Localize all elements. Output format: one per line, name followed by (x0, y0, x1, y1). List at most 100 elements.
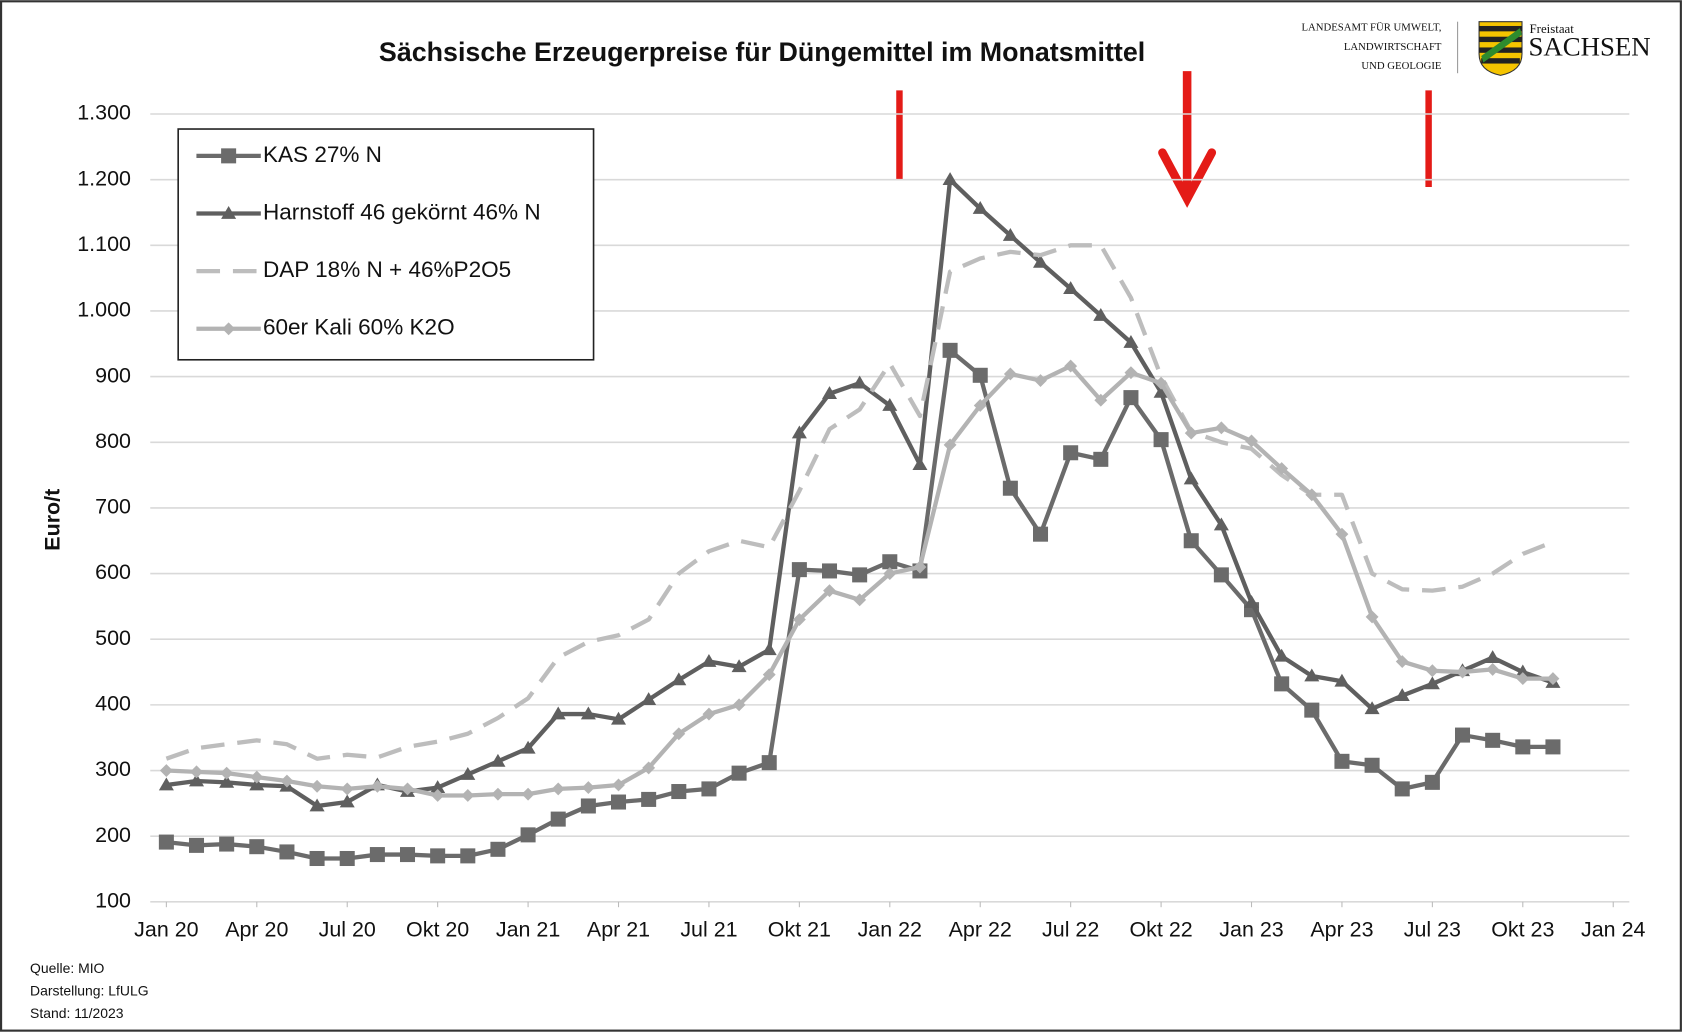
marker-triangle (1304, 668, 1320, 682)
marker-square (158, 834, 174, 850)
x-tick-label: Apr 23 (1310, 917, 1373, 941)
marker-diamond (853, 593, 867, 607)
marker-triangle (1183, 471, 1199, 485)
marker-triangle (460, 766, 476, 780)
marker-square (822, 563, 838, 579)
x-tick-label: Apr 21 (587, 917, 650, 941)
x-tick-label: Okt 23 (1491, 917, 1554, 941)
agency-line: UND GEOLOGIE (1361, 60, 1442, 72)
marker-diamond (792, 613, 806, 626)
marker-triangle (430, 780, 446, 793)
marker-diamond (581, 781, 595, 795)
marker-triangle (490, 753, 506, 767)
marker-triangle (580, 706, 596, 720)
marker-triangle (1394, 688, 1410, 702)
marker-triangle (1364, 701, 1380, 715)
marker-square (1364, 757, 1380, 773)
marker-square (1485, 732, 1501, 748)
marker-diamond (1214, 421, 1228, 435)
y-tick-label: 200 (95, 823, 131, 847)
marker-square (580, 798, 596, 814)
marker-diamond (732, 698, 746, 712)
marker-square (1033, 526, 1049, 542)
marker-diamond (762, 668, 776, 682)
x-tick-label: Jan 21 (496, 917, 560, 941)
marker-square (701, 781, 717, 797)
marker-diamond (1245, 434, 1258, 448)
marker-square (369, 847, 385, 863)
marker-square (1455, 727, 1471, 743)
y-tick-label: 600 (95, 560, 131, 584)
marker-triangle (701, 654, 717, 667)
legend-label: 60er Kali 60% K2O (263, 315, 455, 340)
marker-square (460, 848, 476, 864)
marker-triangle (219, 774, 235, 788)
x-tick-label: Okt 22 (1129, 917, 1192, 941)
marker-square (641, 791, 657, 807)
marker-square (1123, 390, 1139, 406)
y-tick-label: 900 (95, 363, 131, 387)
marker-triangle (641, 692, 657, 705)
annotation-marks (896, 71, 1432, 208)
marker-triangle (1485, 650, 1501, 663)
marker-triangle (822, 386, 838, 400)
marker-square (972, 367, 988, 383)
x-tick-label: Apr 22 (949, 917, 1012, 941)
marker-diamond (823, 584, 836, 598)
marker-square (550, 811, 566, 827)
marker-triangle (339, 794, 355, 808)
x-tick-label: Jan 24 (1581, 917, 1645, 941)
x-tick-label: Jan 23 (1219, 917, 1283, 941)
marker-diamond (913, 560, 927, 574)
marker-triangle (852, 375, 868, 389)
y-tick-label: 500 (95, 626, 131, 650)
marker-square (1153, 432, 1169, 448)
x-tick-label: Jan 22 (858, 917, 922, 941)
marker-diamond (1486, 662, 1500, 676)
agency-line: LANDESAMT FÜR UMWELT, (1301, 22, 1441, 34)
marker-triangle (1334, 673, 1350, 687)
marker-square (430, 848, 446, 864)
marker-triangle (610, 711, 627, 725)
marker-square (339, 850, 355, 867)
marker-triangle (731, 659, 747, 673)
marker-diamond (1003, 367, 1017, 381)
marker-triangle (1063, 281, 1079, 294)
marker-square (852, 567, 868, 583)
marker-square (610, 794, 627, 810)
marker-square (1063, 445, 1079, 461)
marker-triangle (942, 172, 958, 186)
marker-triangle (158, 777, 174, 791)
state-name: SACHSEN (1528, 32, 1650, 62)
note: Darstellung: LfULG (30, 983, 149, 999)
marker-square (761, 755, 777, 771)
marker-diamond (370, 779, 384, 793)
marker-diamond (1064, 359, 1078, 373)
x-tick-label: Jul 20 (319, 917, 376, 941)
marker-diamond (1094, 393, 1108, 407)
marker-triangle (221, 205, 237, 219)
marker-triangle (1515, 664, 1531, 678)
marker-triangle (791, 425, 807, 439)
marker-triangle (671, 672, 687, 686)
marker-diamond (551, 782, 565, 796)
marker-diamond (1546, 672, 1560, 686)
marker-diamond (943, 438, 957, 452)
plot (158, 172, 1561, 867)
x-tick-label: Jul 22 (1042, 917, 1099, 941)
marker-diamond (642, 761, 656, 775)
legend-box (177, 128, 595, 361)
marker-diamond (220, 766, 234, 780)
red-arrow-head (1158, 148, 1217, 208)
marker-diamond (883, 567, 897, 581)
marker-square (731, 765, 747, 781)
marker-triangle (1002, 227, 1018, 241)
y-axis-label: Euro/t (40, 489, 64, 551)
crest (1478, 21, 1523, 76)
marker-triangle (912, 457, 928, 470)
marker-diamond (280, 774, 294, 788)
marker-diamond (521, 787, 535, 801)
marker-triangle (1213, 517, 1229, 531)
marker-square (188, 837, 205, 853)
